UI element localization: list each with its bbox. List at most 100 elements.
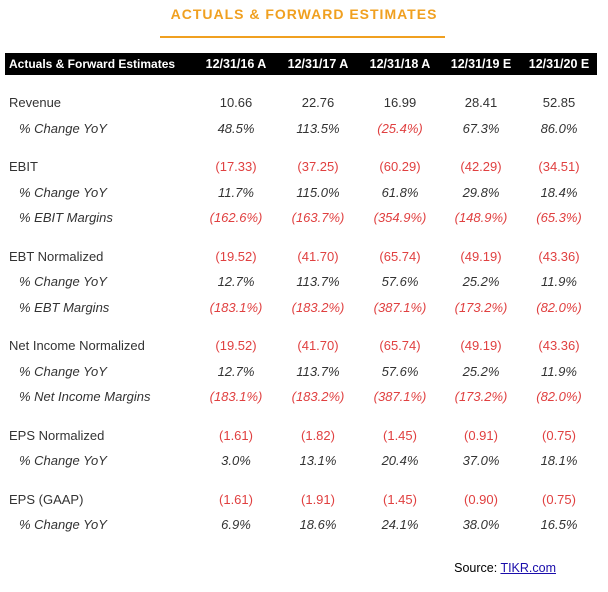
row-label: Revenue xyxy=(9,95,62,111)
spacer-cell xyxy=(5,320,597,333)
table-row: % Change YoY 6.9% 18.6% 24.1% 38.0% 16.5% xyxy=(5,512,597,538)
value-cell: 11.9% xyxy=(541,274,577,290)
value-cell: 12.7% xyxy=(217,274,255,290)
source-note: Source: TIKR.com xyxy=(454,561,556,575)
value-cell: (183.1%) xyxy=(209,299,263,315)
value-cell: (19.52) xyxy=(215,248,257,264)
value-cell: 18.6% xyxy=(299,517,337,533)
title-underline xyxy=(160,36,445,38)
value-cell: 28.41 xyxy=(464,95,498,111)
value-cell: 57.6% xyxy=(381,274,419,290)
value-cell: (65.74) xyxy=(379,248,421,264)
table-row: % Change YoY 12.7% 113.7% 57.6% 25.2% 11.9% xyxy=(5,269,597,295)
header-label: Actuals & Forward Estimates xyxy=(5,53,195,75)
value-cell: 25.2% xyxy=(462,363,500,379)
value-cell: 22.76 xyxy=(301,95,335,111)
row-label: EPS Normalized xyxy=(9,427,105,443)
value-cell: (1.91) xyxy=(301,491,335,507)
table-row: EBT Normalized (19.52) (41.70) (65.74) (49.1… xyxy=(5,244,597,270)
value-cell: (0.90) xyxy=(464,491,498,507)
table-row: % Change YoY 48.5% 113.5% (25.4%) 67.3% 86.0% xyxy=(5,116,597,142)
value-cell: (0.75) xyxy=(542,491,576,507)
page-title: ACTUALS & FORWARD ESTIMATES xyxy=(170,6,438,22)
value-cell: (173.2%) xyxy=(454,299,508,315)
value-cell: 20.4% xyxy=(381,453,419,469)
table-body: Revenue 10.66 22.76 16.99 28.41 52.85 % Change… xyxy=(5,75,597,538)
table-row: EPS (GAAP) (1.61) (1.91) (1.45) (0.90) (0.75) xyxy=(5,487,597,513)
estimates-table: Actuals & Forward Estimates 12/31/16 A 1… xyxy=(5,53,597,538)
value-cell: (1.82) xyxy=(301,427,335,443)
row-label: EPS (GAAP) xyxy=(9,491,84,507)
value-cell: 18.4% xyxy=(540,184,578,200)
value-cell: (0.91) xyxy=(464,427,498,443)
value-cell: (183.1%) xyxy=(209,389,263,405)
row-label: % Net Income Margins xyxy=(19,389,151,405)
spacer-cell xyxy=(5,231,597,244)
header-period: 12/31/17 A xyxy=(277,53,359,75)
value-cell: 113.5% xyxy=(296,120,340,136)
value-cell: 67.3% xyxy=(462,120,500,136)
value-cell: 38.0% xyxy=(462,517,500,533)
group-spacer xyxy=(5,320,597,333)
spacer-cell xyxy=(5,410,597,423)
value-cell: (41.70) xyxy=(297,248,339,264)
table-row: % EBIT Margins (162.6%) (163.7%) (354.9%) (1… xyxy=(5,205,597,231)
row-label: % EBIT Margins xyxy=(19,210,113,226)
table-row: % Change YoY 11.7% 115.0% 61.8% 29.8% 18.4% xyxy=(5,180,597,206)
spacer-cell xyxy=(5,75,597,90)
group-spacer xyxy=(5,231,597,244)
value-cell: (65.74) xyxy=(379,338,421,354)
value-cell: (43.36) xyxy=(538,338,580,354)
value-cell: 61.8% xyxy=(381,184,419,200)
value-cell: (37.25) xyxy=(297,159,339,175)
value-cell: (41.70) xyxy=(297,338,339,354)
value-cell: (34.51) xyxy=(538,159,580,175)
spacer-cell xyxy=(5,141,597,154)
source-prefix: Source: xyxy=(454,561,501,575)
row-label: EBIT xyxy=(9,159,38,175)
row-label: Net Income Normalized xyxy=(9,338,145,354)
spacer-cell xyxy=(5,474,597,487)
table-header-row: Actuals & Forward Estimates 12/31/16 A 1… xyxy=(5,53,597,75)
row-label: % Change YoY xyxy=(19,453,107,469)
value-cell: 16.5% xyxy=(540,517,578,533)
table-row: % Change YoY 3.0% 13.1% 20.4% 37.0% 18.1% xyxy=(5,448,597,474)
value-cell: (173.2%) xyxy=(454,389,508,405)
value-cell: 16.99 xyxy=(383,95,417,111)
value-cell: (0.75) xyxy=(542,427,576,443)
value-cell: (1.61) xyxy=(219,491,253,507)
table-row: EPS Normalized (1.61) (1.82) (1.45) (0.91) (0… xyxy=(5,423,597,449)
header-period: 12/31/16 A xyxy=(195,53,277,75)
table-row: Revenue 10.66 22.76 16.99 28.41 52.85 xyxy=(5,90,597,116)
value-cell: 13.1% xyxy=(299,453,337,469)
value-cell: 3.0% xyxy=(221,453,251,469)
value-cell: (17.33) xyxy=(215,159,257,175)
value-cell: (49.19) xyxy=(460,338,502,354)
value-cell: 113.7% xyxy=(296,274,340,290)
value-cell: 37.0% xyxy=(462,453,500,469)
value-cell: (1.45) xyxy=(383,427,417,443)
value-cell: 11.7% xyxy=(218,184,254,200)
table-row: Net Income Normalized (19.52) (41.70) (65.7… xyxy=(5,333,597,359)
value-cell: 115.0% xyxy=(296,184,340,200)
value-cell: 57.6% xyxy=(381,363,419,379)
row-label: % EBT Margins xyxy=(19,299,110,315)
group-spacer xyxy=(5,474,597,487)
value-cell: 6.9% xyxy=(221,517,251,533)
row-label: % Change YoY xyxy=(19,120,107,136)
value-cell: (65.3%) xyxy=(536,210,582,226)
value-cell: 11.9% xyxy=(541,363,577,379)
value-cell: (163.7%) xyxy=(291,210,345,226)
row-label: % Change YoY xyxy=(19,184,107,200)
source-link[interactable]: TIKR.com xyxy=(500,561,556,575)
value-cell: (43.36) xyxy=(538,248,580,264)
value-cell: (49.19) xyxy=(460,248,502,264)
row-label: % Change YoY xyxy=(19,363,107,379)
value-cell: 48.5% xyxy=(217,120,255,136)
value-cell: (25.4%) xyxy=(377,120,423,136)
value-cell: (60.29) xyxy=(379,159,421,175)
value-cell: 18.1% xyxy=(540,453,578,469)
value-cell: (82.0%) xyxy=(536,299,582,315)
value-cell: 10.66 xyxy=(219,95,253,111)
value-cell: (183.2%) xyxy=(291,389,345,405)
